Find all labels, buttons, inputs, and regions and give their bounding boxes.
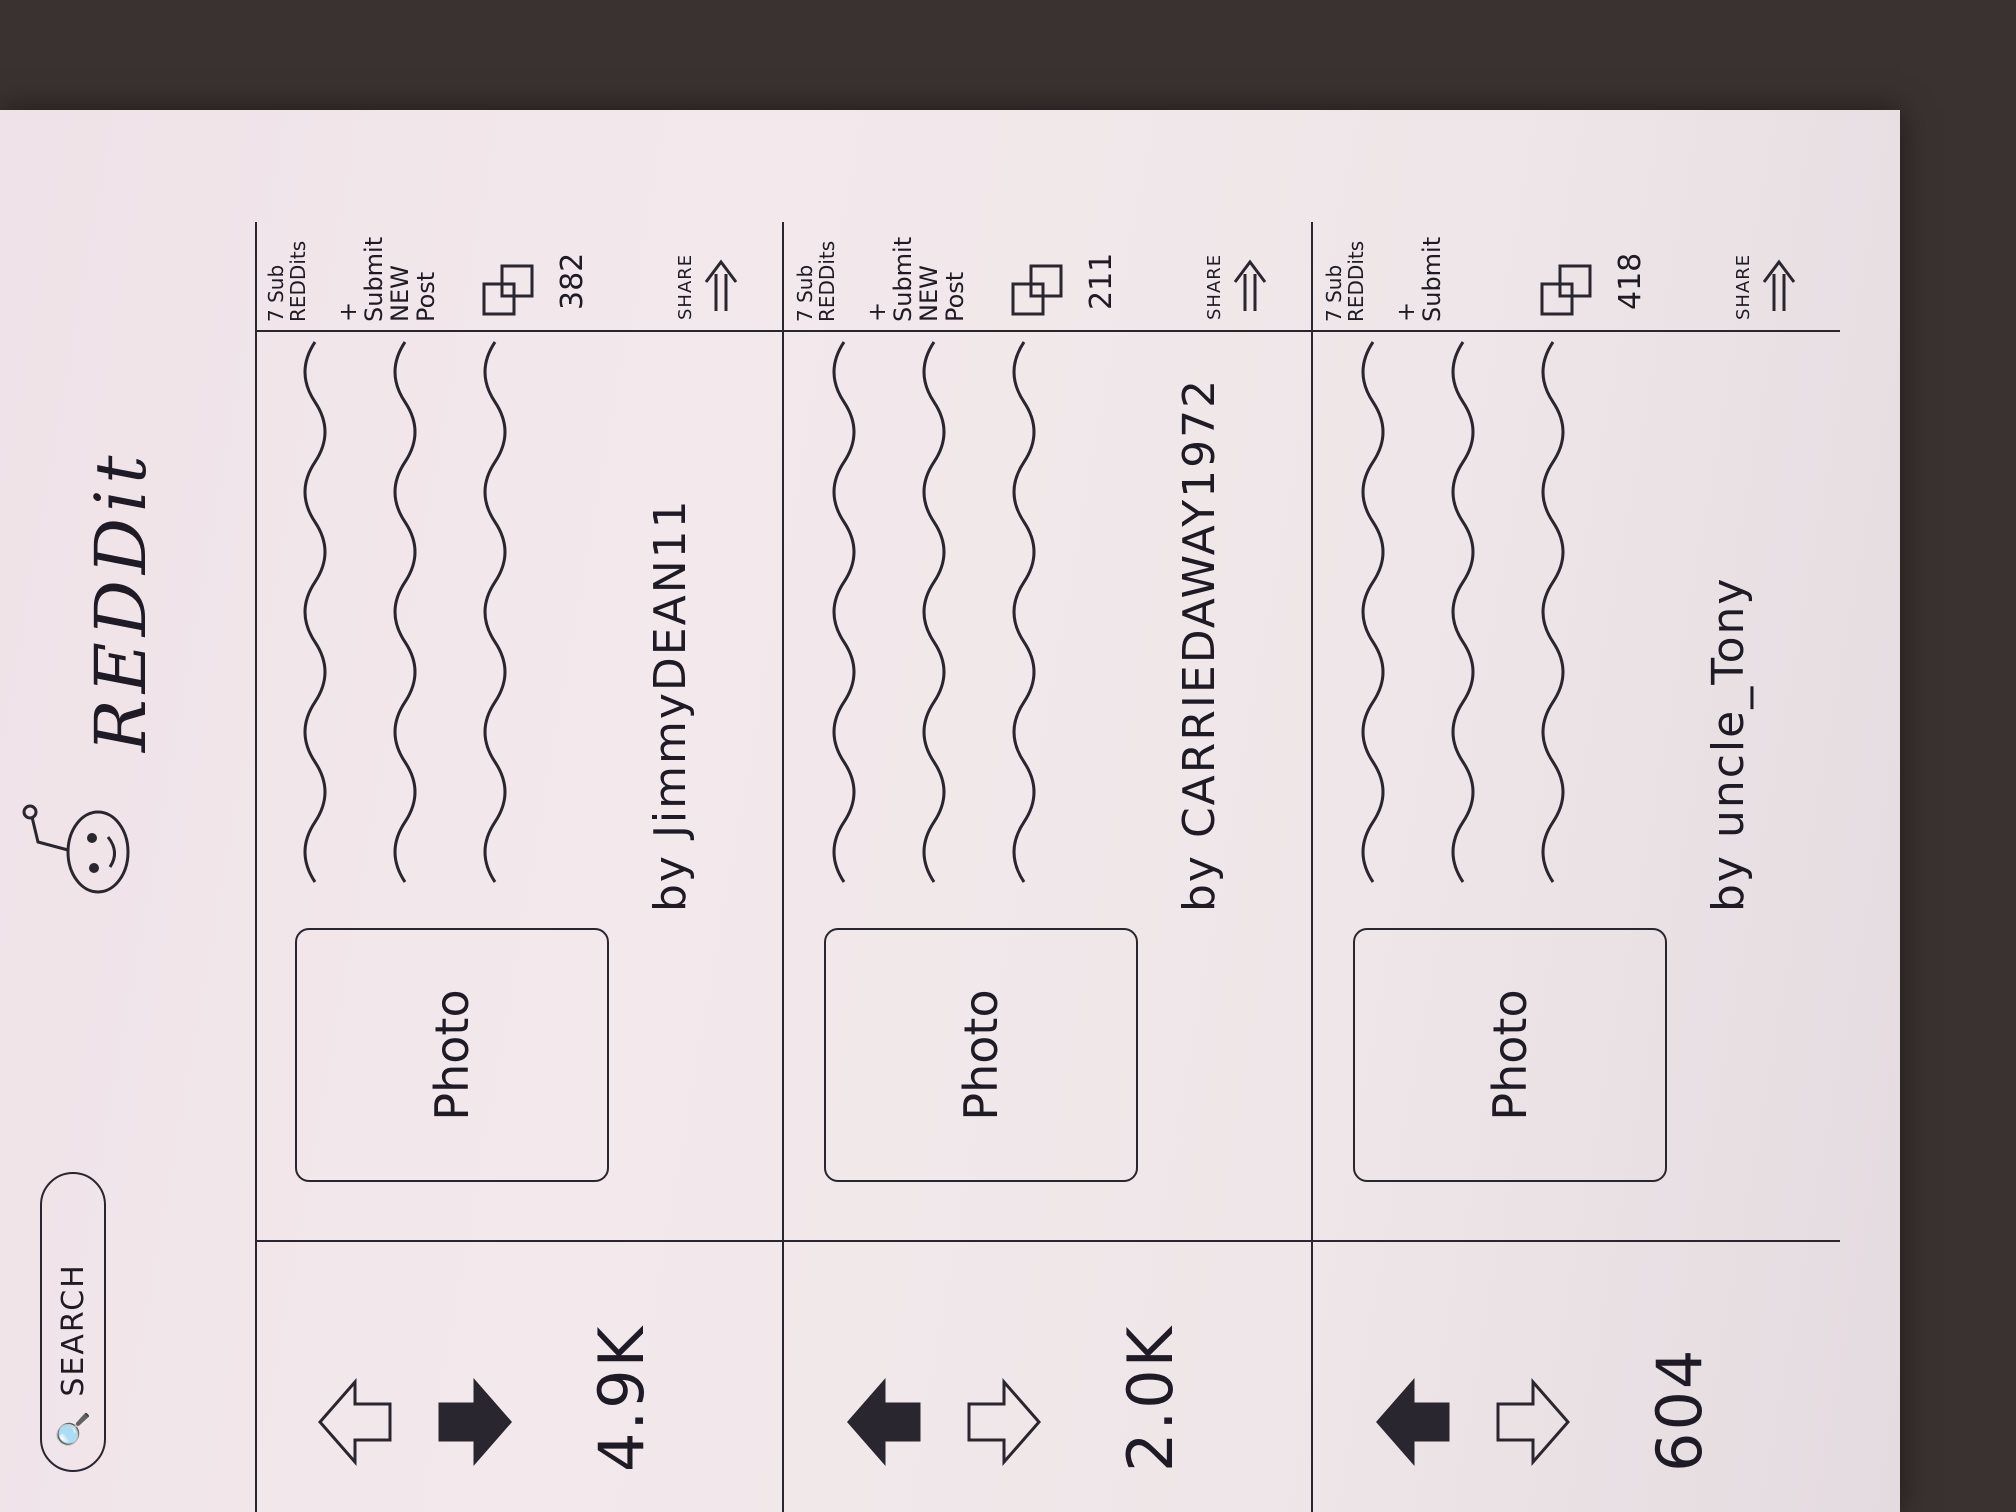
- vote-column: 2.0K: [784, 1240, 1311, 1512]
- share-label[interactable]: SHARE: [675, 253, 696, 320]
- downvote-arrow-icon[interactable]: [964, 1372, 1044, 1472]
- share-arrow-icon[interactable]: [700, 256, 740, 316]
- subreddits-link[interactable]: 7 Sub REDDits: [1322, 240, 1368, 322]
- subreddits-link[interactable]: 7 Sub REDDits: [793, 240, 839, 322]
- reddit-app-wireframe: 🔍 SEARCH REDDit 4.9K Photo: [0, 220, 1840, 1512]
- photo-label: Photo: [954, 989, 1008, 1121]
- post-photo[interactable]: Photo: [1353, 928, 1667, 1182]
- photo-label: Photo: [425, 989, 479, 1121]
- share-arrow-icon[interactable]: [1229, 256, 1269, 316]
- comments-icon[interactable]: [1009, 258, 1069, 318]
- photo-label: Photo: [1483, 989, 1537, 1121]
- vote-column: 4.9K: [255, 1240, 782, 1512]
- post-actions-column: 7 Sub REDDits + Submit NEW Post 382 SHAR…: [255, 220, 782, 332]
- post-author[interactable]: by uncle_Tony: [1703, 576, 1754, 912]
- sketch-paper: 🔍 SEARCH REDDit 4.9K Photo: [0, 110, 1900, 1512]
- post-author[interactable]: by JimmyDEAN11: [645, 498, 696, 912]
- share-label[interactable]: SHARE: [1204, 253, 1225, 320]
- post-author[interactable]: by CARRIEDAWAY1972: [1174, 377, 1225, 912]
- upvote-arrow-icon[interactable]: [315, 1372, 395, 1472]
- vote-score: 4.9K: [585, 1324, 658, 1472]
- post-text-placeholder: [303, 341, 507, 883]
- post-card: 4.9K Photo by JimmyDEAN11 7 Sub REDDits …: [255, 220, 784, 1512]
- upvote-arrow-icon[interactable]: [844, 1372, 924, 1472]
- post-text-placeholder: [1361, 341, 1565, 883]
- post-actions-column: 7 Sub REDDits + Submit NEW Post 211 SHAR…: [784, 220, 1311, 332]
- alien-face-icon[interactable]: [20, 792, 140, 912]
- share-arrow-icon[interactable]: [1758, 256, 1798, 316]
- submit-new-post-button[interactable]: + Submit NEW Post: [334, 236, 440, 322]
- submit-new-post-button[interactable]: + Submit NEW Post: [863, 236, 969, 322]
- comments-count: 418: [1613, 252, 1648, 310]
- subreddits-link[interactable]: 7 Sub REDDits: [264, 240, 310, 322]
- comments-count: 211: [1084, 252, 1119, 310]
- post-card: 604 Photo by uncle_Tony 7 Sub REDDits + …: [1313, 220, 1840, 1512]
- search-bar[interactable]: 🔍 SEARCH: [40, 1172, 106, 1472]
- search-icon: 🔍: [55, 1408, 91, 1448]
- post-photo[interactable]: Photo: [824, 928, 1138, 1182]
- search-label: SEARCH: [55, 1263, 91, 1397]
- submit-new-post-button[interactable]: + Submit: [1392, 236, 1446, 322]
- post-actions-column: 7 Sub REDDits + Submit 418 SHARE: [1313, 220, 1840, 332]
- app-header: 🔍 SEARCH REDDit: [0, 222, 257, 1512]
- upvote-arrow-icon[interactable]: [1373, 1372, 1453, 1472]
- comments-count: 382: [555, 252, 590, 310]
- downvote-arrow-icon[interactable]: [1493, 1372, 1573, 1472]
- comments-icon[interactable]: [480, 258, 540, 318]
- downvote-arrow-icon[interactable]: [435, 1372, 515, 1472]
- post-feed: 4.9K Photo by JimmyDEAN11 7 Sub REDDits …: [255, 220, 1840, 1512]
- post-card: 2.0K Photo by CARRIEDAWAY1972 7 Sub REDD…: [784, 220, 1313, 1512]
- brand-title: REDDit: [80, 449, 162, 752]
- share-label[interactable]: SHARE: [1733, 253, 1754, 320]
- vote-score: 604: [1643, 1347, 1716, 1472]
- post-text-placeholder: [832, 341, 1036, 883]
- post-photo[interactable]: Photo: [295, 928, 609, 1182]
- comments-icon[interactable]: [1538, 258, 1598, 318]
- vote-column: 604: [1313, 1240, 1840, 1512]
- vote-score: 2.0K: [1114, 1324, 1187, 1472]
